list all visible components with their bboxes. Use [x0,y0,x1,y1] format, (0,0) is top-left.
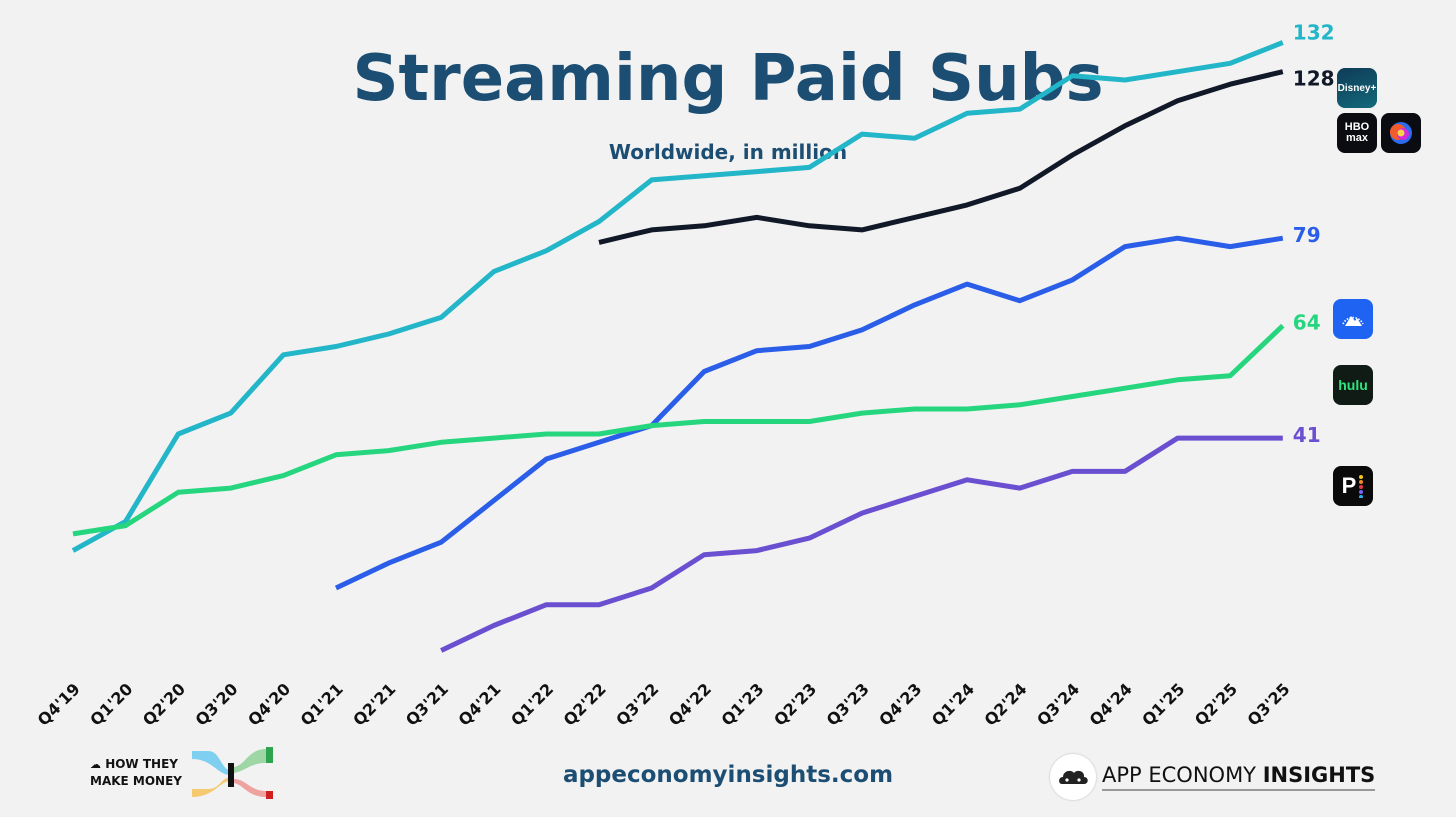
x-tick-label: Q1'21 [297,679,347,729]
hbo-max-icon: HBO max [1337,113,1377,153]
series-line-disney- [71,40,1284,553]
discovery-plus-icon [1381,113,1421,153]
x-tick-label: Q1'20 [86,679,136,729]
x-tick-label: Q2'20 [139,679,189,729]
end-value-label: 79 [1293,223,1321,247]
chart-subtitle: Worldwide, in million [608,140,848,164]
x-tick-label: Q4'24 [1086,679,1136,729]
x-tick-label: Q3'24 [1033,679,1083,729]
x-tick-label: Q1'22 [507,679,557,729]
x-tick-label: Q2'22 [560,679,610,729]
peacock-icon: P [1333,466,1373,506]
series-line-hbo-max [598,69,1284,245]
x-tick-label: Q4'19 [34,679,84,729]
aei-logo-icon [1050,754,1096,800]
x-tick-label: Q3'22 [612,679,662,729]
hulu-icon: hulu [1333,365,1373,405]
chart-title: Streaming Paid Subs [352,42,1104,116]
x-tick-label: Q1'24 [928,679,978,729]
aei-wordmark: APP ECONOMY INSIGHTS [1102,763,1376,791]
sankey-logo-icon [192,747,273,799]
x-tick-label: Q4'21 [454,679,504,729]
x-tick-label: Q1'25 [1138,679,1188,729]
series-line-paramount- [334,235,1284,591]
how-they-make-money-logo: ☁ HOW THEY MAKE MONEY [90,757,182,788]
x-tick-label: Q4'22 [665,679,715,729]
footer-website: appeconomyinsights.com [562,762,894,788]
disney-plus-icon: Disney+ [1337,68,1377,108]
x-tick-label: Q3'25 [1243,679,1293,729]
cloud-icon: ☁ [90,758,101,771]
x-tick-label: Q1'23 [717,679,767,729]
x-tick-label: Q4'23 [875,679,925,729]
end-value-label: 64 [1293,311,1321,335]
x-tick-label: Q2'25 [1191,679,1241,729]
series-line-peacock [440,435,1283,653]
end-value-label: 132 [1293,21,1335,45]
x-tick-label: Q3'20 [191,679,241,729]
series-line-hulu [72,323,1285,537]
x-tick-label: Q3'21 [402,679,452,729]
x-tick-label: Q4'20 [244,679,294,729]
end-value-label: 41 [1293,423,1321,447]
x-tick-label: Q2'21 [349,679,399,729]
x-tick-label: Q2'23 [770,679,820,729]
paramount-plus-icon [1333,299,1373,339]
x-tick-label: Q3'23 [823,679,873,729]
x-tick-label: Q2'24 [980,679,1030,729]
end-value-label: 128 [1293,67,1335,91]
